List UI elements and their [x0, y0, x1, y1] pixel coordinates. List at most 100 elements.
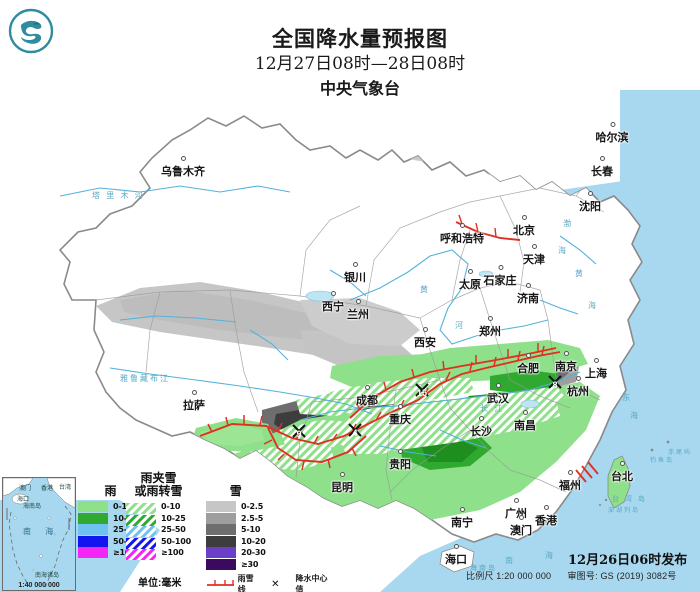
forecast-period: 12月27日08时—28日08时: [254, 54, 466, 74]
rain-snow-line: [199, 214, 599, 483]
city-name: 合肥: [517, 362, 539, 375]
legend-swatch: [78, 535, 108, 547]
map-scale: 比例尺 1:20 000 000: [466, 571, 552, 581]
precip-center-value: 15: [416, 388, 428, 398]
city-name: 北京: [513, 224, 535, 237]
city-marker-dot: [519, 515, 524, 520]
city-name: 西安: [414, 336, 436, 349]
geographic-label: 东: [622, 393, 632, 402]
geographic-label: 海: [558, 246, 568, 255]
city-name: 石家庄: [483, 274, 517, 287]
legend-item: 0-10: [78, 501, 143, 513]
city-name: 贵阳: [389, 458, 411, 471]
legend-swatch: [206, 535, 236, 547]
legend-title-rain: 雨: [104, 484, 117, 498]
legend-swatch: [126, 547, 156, 561]
city-name: 香港: [535, 514, 557, 527]
geographic-label: 钓鱼岛: [650, 458, 675, 464]
legend-item: 0-10: [126, 501, 191, 515]
city-marker-dot: [479, 416, 484, 421]
cma-dragon-logo: [8, 8, 54, 54]
legend-item: 2.5-5: [206, 512, 266, 525]
city-name: 呼和浩特: [440, 232, 484, 245]
city-marker-dot: [340, 472, 345, 477]
city-label: 武汉: [487, 383, 509, 406]
city-marker-dot: [454, 544, 459, 549]
legend-label: 5-10: [241, 525, 261, 535]
legend-label: 0-10: [113, 502, 133, 512]
geographic-label: 渤: [563, 219, 573, 228]
legend-label: 25-50: [113, 525, 138, 535]
city-marker-dot: [353, 262, 358, 267]
city-label: 台北: [611, 461, 633, 484]
publish-time: 12月26日06时发布: [568, 553, 688, 568]
legend-title-snow: 雪: [229, 484, 242, 498]
city-name: 拉萨: [183, 399, 205, 412]
geographic-label: 南: [505, 556, 515, 565]
issuing-organization: 中央气象台: [319, 79, 400, 98]
city-label: 银川: [344, 262, 366, 285]
city-name: 昆明: [331, 481, 353, 494]
city-name: 长春: [591, 165, 613, 178]
city-marker-dot: [620, 461, 625, 466]
geographic-label: 海: [545, 551, 555, 560]
city-marker-dot: [576, 376, 581, 381]
legend-swatch: [78, 501, 108, 513]
legend-swatch: [78, 512, 108, 524]
legend-item: 20-30: [206, 547, 266, 559]
legend-swatch: [206, 547, 236, 559]
legend-label: 50-100: [161, 536, 191, 546]
city-label: 海口: [445, 544, 467, 567]
city-name: 海口: [445, 553, 467, 566]
legend-label: 25-50: [161, 525, 186, 535]
city-name: 郑州: [479, 325, 501, 338]
geographic-label: 海南岛: [470, 565, 497, 572]
city-label: 澳门: [510, 515, 532, 538]
legend-title-sleet: 雨夹雪 或雨转雪: [134, 471, 183, 498]
city-name: 福州: [559, 479, 581, 492]
legend-item: ≥30: [206, 558, 266, 571]
legend-swatch: [206, 558, 236, 570]
legend-swatch: [206, 501, 236, 513]
legend-item: 10-25: [78, 512, 143, 525]
city-marker-dot: [365, 385, 370, 390]
geographic-label: 黄: [575, 269, 585, 278]
city-label: 石家庄: [483, 265, 517, 288]
legend-item: 5-10: [206, 524, 266, 536]
inset-place-label: 台湾: [59, 485, 72, 491]
legend-swatch: [126, 501, 156, 515]
city-label: 合肥: [517, 353, 539, 376]
legend-symbol-key: 雨雪线 ✕ 降水中心值: [206, 573, 328, 592]
legend-swatch: [78, 524, 108, 536]
page-title: 全国降水量预报图: [272, 26, 448, 51]
legend-label: ≥100: [161, 548, 184, 558]
city-name: 上海: [585, 367, 607, 380]
inset-scale: 1:40 000 000: [18, 582, 60, 589]
geographic-label: 海: [588, 301, 598, 310]
city-label: 太原: [459, 269, 481, 292]
city-marker-dot: [600, 156, 605, 161]
city-label: 上海: [585, 358, 607, 381]
geographic-label: 台 湾 岛: [612, 496, 647, 503]
inset-place-label: 香港: [41, 486, 54, 492]
city-marker-dot: [610, 122, 615, 127]
city-label: 贵阳: [389, 449, 411, 472]
city-name: 澳门: [510, 524, 532, 537]
precip-center-label: 降水中心值: [295, 574, 328, 592]
city-name: 成都: [356, 394, 378, 407]
legend-swatch: [78, 547, 108, 559]
city-name: 武汉: [487, 392, 509, 405]
footer-meta: 比例尺 1:20 000 000 审图号: GS (2019) 3082号: [466, 569, 677, 582]
rain-snow-line-label: 雨雪线: [237, 574, 254, 592]
south-china-sea-inset: 澳门 香港 台湾 海口 海南岛 南 海 南海诸岛 1:40 000 000: [2, 477, 76, 591]
rain-snow-line-icon: [207, 580, 234, 586]
city-label: 南京: [555, 351, 577, 374]
city-label: 香港: [535, 505, 557, 528]
city-label: 哈尔滨: [596, 122, 629, 145]
city-name: 台北: [611, 470, 633, 483]
city-marker-dot: [488, 316, 493, 321]
inset-islands-label: 南海诸岛: [35, 573, 60, 579]
